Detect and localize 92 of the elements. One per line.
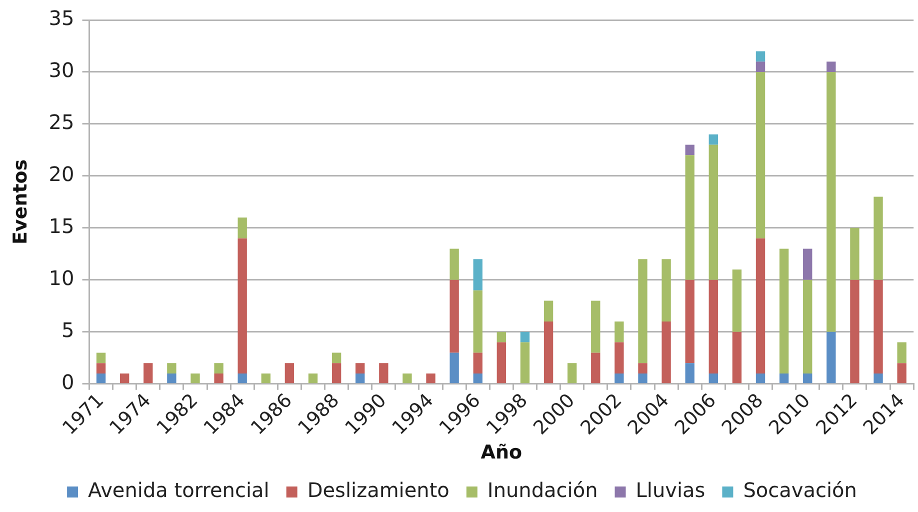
y-tick-label: 15 xyxy=(48,214,74,238)
bar xyxy=(897,363,906,384)
bar xyxy=(214,363,224,374)
bar xyxy=(238,373,247,384)
bar xyxy=(638,373,648,384)
y-tick-label: 0 xyxy=(62,370,74,394)
bar xyxy=(144,363,153,384)
bar xyxy=(544,322,554,384)
x-axis-title: Año xyxy=(480,442,522,464)
bar xyxy=(356,363,365,374)
bar xyxy=(756,62,766,72)
bar xyxy=(826,62,836,72)
bar xyxy=(685,280,694,364)
bar xyxy=(591,352,600,384)
bar xyxy=(826,72,836,332)
legend-label: Lluvias xyxy=(636,478,706,502)
bar xyxy=(167,373,176,384)
legend-label: Deslizamiento xyxy=(307,478,450,502)
bar xyxy=(520,332,530,342)
bar xyxy=(779,373,789,384)
y-tick-label: 10 xyxy=(48,266,74,290)
bar xyxy=(284,363,294,384)
bar xyxy=(356,373,365,384)
bar xyxy=(662,259,671,322)
bar xyxy=(732,332,742,384)
bar xyxy=(850,280,860,384)
bar xyxy=(450,352,459,384)
bar xyxy=(473,352,482,374)
bar xyxy=(96,363,106,374)
bar xyxy=(685,144,694,156)
bar xyxy=(496,342,506,384)
legend-label: Avenida torrencial xyxy=(88,478,270,502)
bar xyxy=(496,332,506,342)
bar xyxy=(379,363,388,384)
bar xyxy=(874,196,883,280)
bar xyxy=(332,352,342,364)
y-axis-title: Eventos xyxy=(9,159,32,245)
bar xyxy=(120,373,130,384)
bar xyxy=(779,248,789,374)
bar xyxy=(874,280,883,374)
bar xyxy=(261,373,270,384)
bar xyxy=(238,238,247,374)
bar xyxy=(402,373,412,384)
bar xyxy=(756,72,766,238)
bar xyxy=(473,373,482,384)
bar xyxy=(473,259,482,290)
bar xyxy=(214,373,224,384)
bar xyxy=(803,280,812,374)
bar xyxy=(803,373,812,384)
bar xyxy=(708,280,718,374)
legend-label: Inundación xyxy=(487,478,598,502)
bar xyxy=(450,280,459,353)
bar xyxy=(756,51,766,62)
bar xyxy=(897,342,906,364)
bar xyxy=(708,134,718,145)
bar xyxy=(708,373,718,384)
bar xyxy=(756,373,766,384)
bar xyxy=(685,363,694,384)
y-tick-label: 5 xyxy=(62,318,74,342)
bar xyxy=(850,228,860,280)
bar xyxy=(614,322,624,342)
bar xyxy=(638,259,648,364)
bar xyxy=(190,373,200,384)
bar xyxy=(520,342,530,384)
bar xyxy=(826,332,836,384)
bar xyxy=(591,300,600,353)
bar xyxy=(96,373,106,384)
bar xyxy=(803,248,812,280)
bar xyxy=(567,363,577,384)
bar xyxy=(874,373,883,384)
bar xyxy=(473,290,482,353)
bar xyxy=(544,300,554,322)
legend-label: Socavación xyxy=(743,478,857,502)
bar xyxy=(685,155,694,280)
y-tick-label: 35 xyxy=(48,6,74,30)
bar xyxy=(426,373,436,384)
bar xyxy=(96,352,106,364)
bar xyxy=(662,322,671,384)
bar xyxy=(167,363,176,374)
y-tick-label: 25 xyxy=(48,110,74,134)
bar xyxy=(614,373,624,384)
bar xyxy=(732,270,742,332)
bar xyxy=(756,238,766,374)
bar xyxy=(332,363,342,384)
y-tick-label: 20 xyxy=(48,162,74,186)
bar xyxy=(238,218,247,238)
bar xyxy=(614,342,624,374)
bar xyxy=(450,248,459,280)
bar xyxy=(708,144,718,280)
bar xyxy=(638,363,648,374)
bar xyxy=(308,373,318,384)
y-tick-label: 30 xyxy=(48,58,74,82)
